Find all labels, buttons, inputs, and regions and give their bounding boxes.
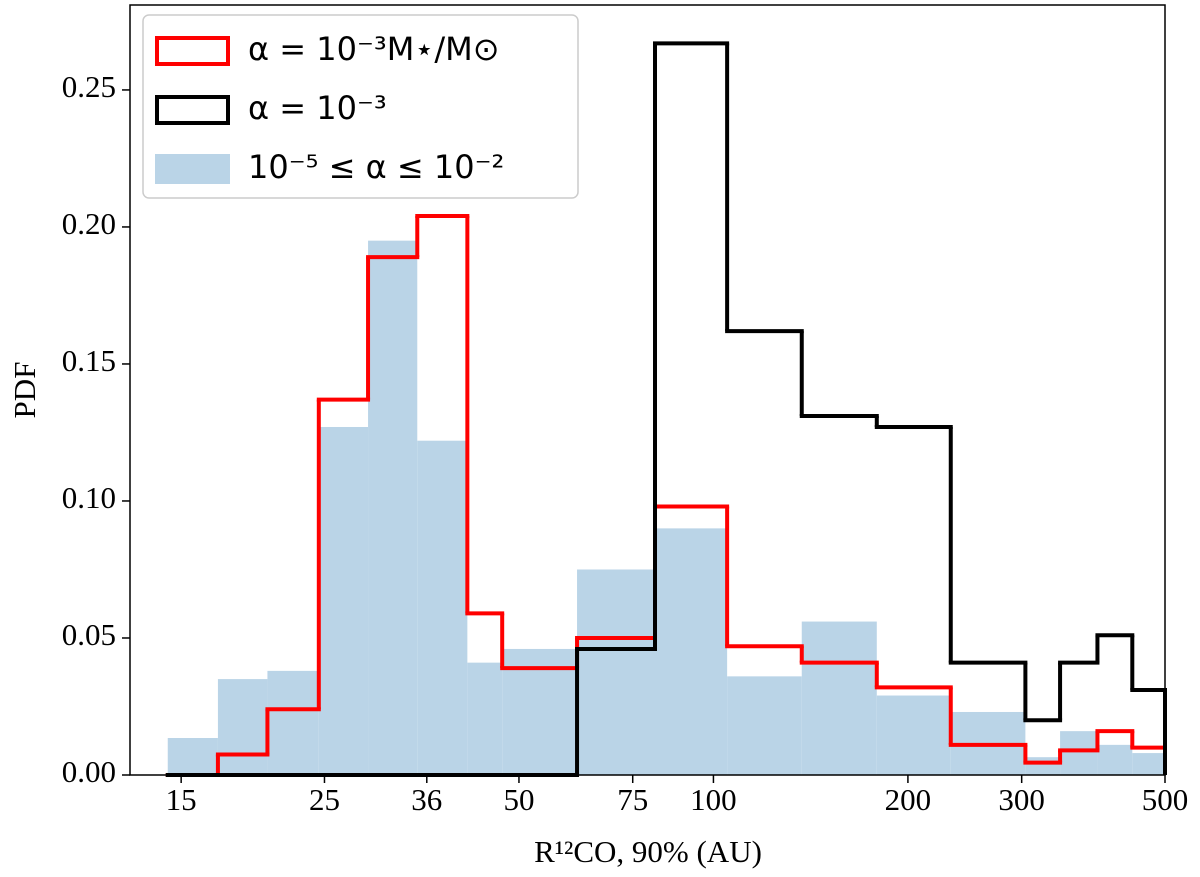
histogram-bar — [1097, 744, 1133, 775]
plot-frame — [129, 4, 1166, 776]
x-tick-label: 200 — [885, 782, 932, 817]
x-tick-label: 15 — [166, 782, 197, 817]
y-tick-label: 0.25 — [62, 69, 116, 104]
legend-label: 10⁻⁵ ≤ α ≤ 10⁻² — [248, 148, 504, 186]
histogram-bar — [417, 440, 468, 775]
histogram-bar — [1060, 731, 1098, 775]
histogram-bar — [368, 240, 418, 776]
x-axis-label: R¹²CO, 90% (AU) — [534, 834, 762, 869]
y-tick-label: 0.10 — [62, 480, 116, 515]
histogram-bar — [1132, 753, 1165, 775]
legend-swatch — [155, 154, 230, 184]
x-tick-label: 36 — [411, 782, 442, 817]
x-tick-label: 75 — [617, 782, 648, 817]
y-tick-label: 0.00 — [62, 754, 116, 789]
y-tick-label: 0.20 — [62, 206, 116, 241]
histogram-bar — [318, 426, 369, 775]
histogram-bar — [655, 528, 728, 775]
y-tick-label: 0.05 — [62, 617, 116, 652]
histogram-bar — [801, 621, 877, 775]
histogram-bar — [727, 676, 802, 775]
y-tick-label: 0.15 — [62, 343, 116, 378]
legend-swatch — [155, 95, 230, 125]
x-tick-label: 100 — [690, 782, 737, 817]
histogram-bar — [876, 695, 951, 775]
x-tick-label: 50 — [503, 782, 534, 817]
legend-label: α = 10⁻³M⋆/M⊙ — [248, 30, 500, 68]
legend-box — [142, 14, 579, 199]
x-tick-label: 500 — [1142, 782, 1189, 817]
y-axis-label: PDF — [7, 362, 42, 419]
x-tick-label: 25 — [309, 782, 340, 817]
histogram-bar — [217, 679, 268, 775]
histogram-bar — [577, 569, 656, 775]
x-tick-label: 300 — [998, 782, 1045, 817]
histogram-bar — [167, 738, 218, 775]
histogram-bar — [1025, 757, 1061, 775]
histogram-bar — [467, 662, 503, 775]
legend-swatch — [155, 36, 230, 66]
histogram-bar — [267, 670, 319, 775]
legend-label: α = 10⁻³ — [248, 89, 387, 127]
